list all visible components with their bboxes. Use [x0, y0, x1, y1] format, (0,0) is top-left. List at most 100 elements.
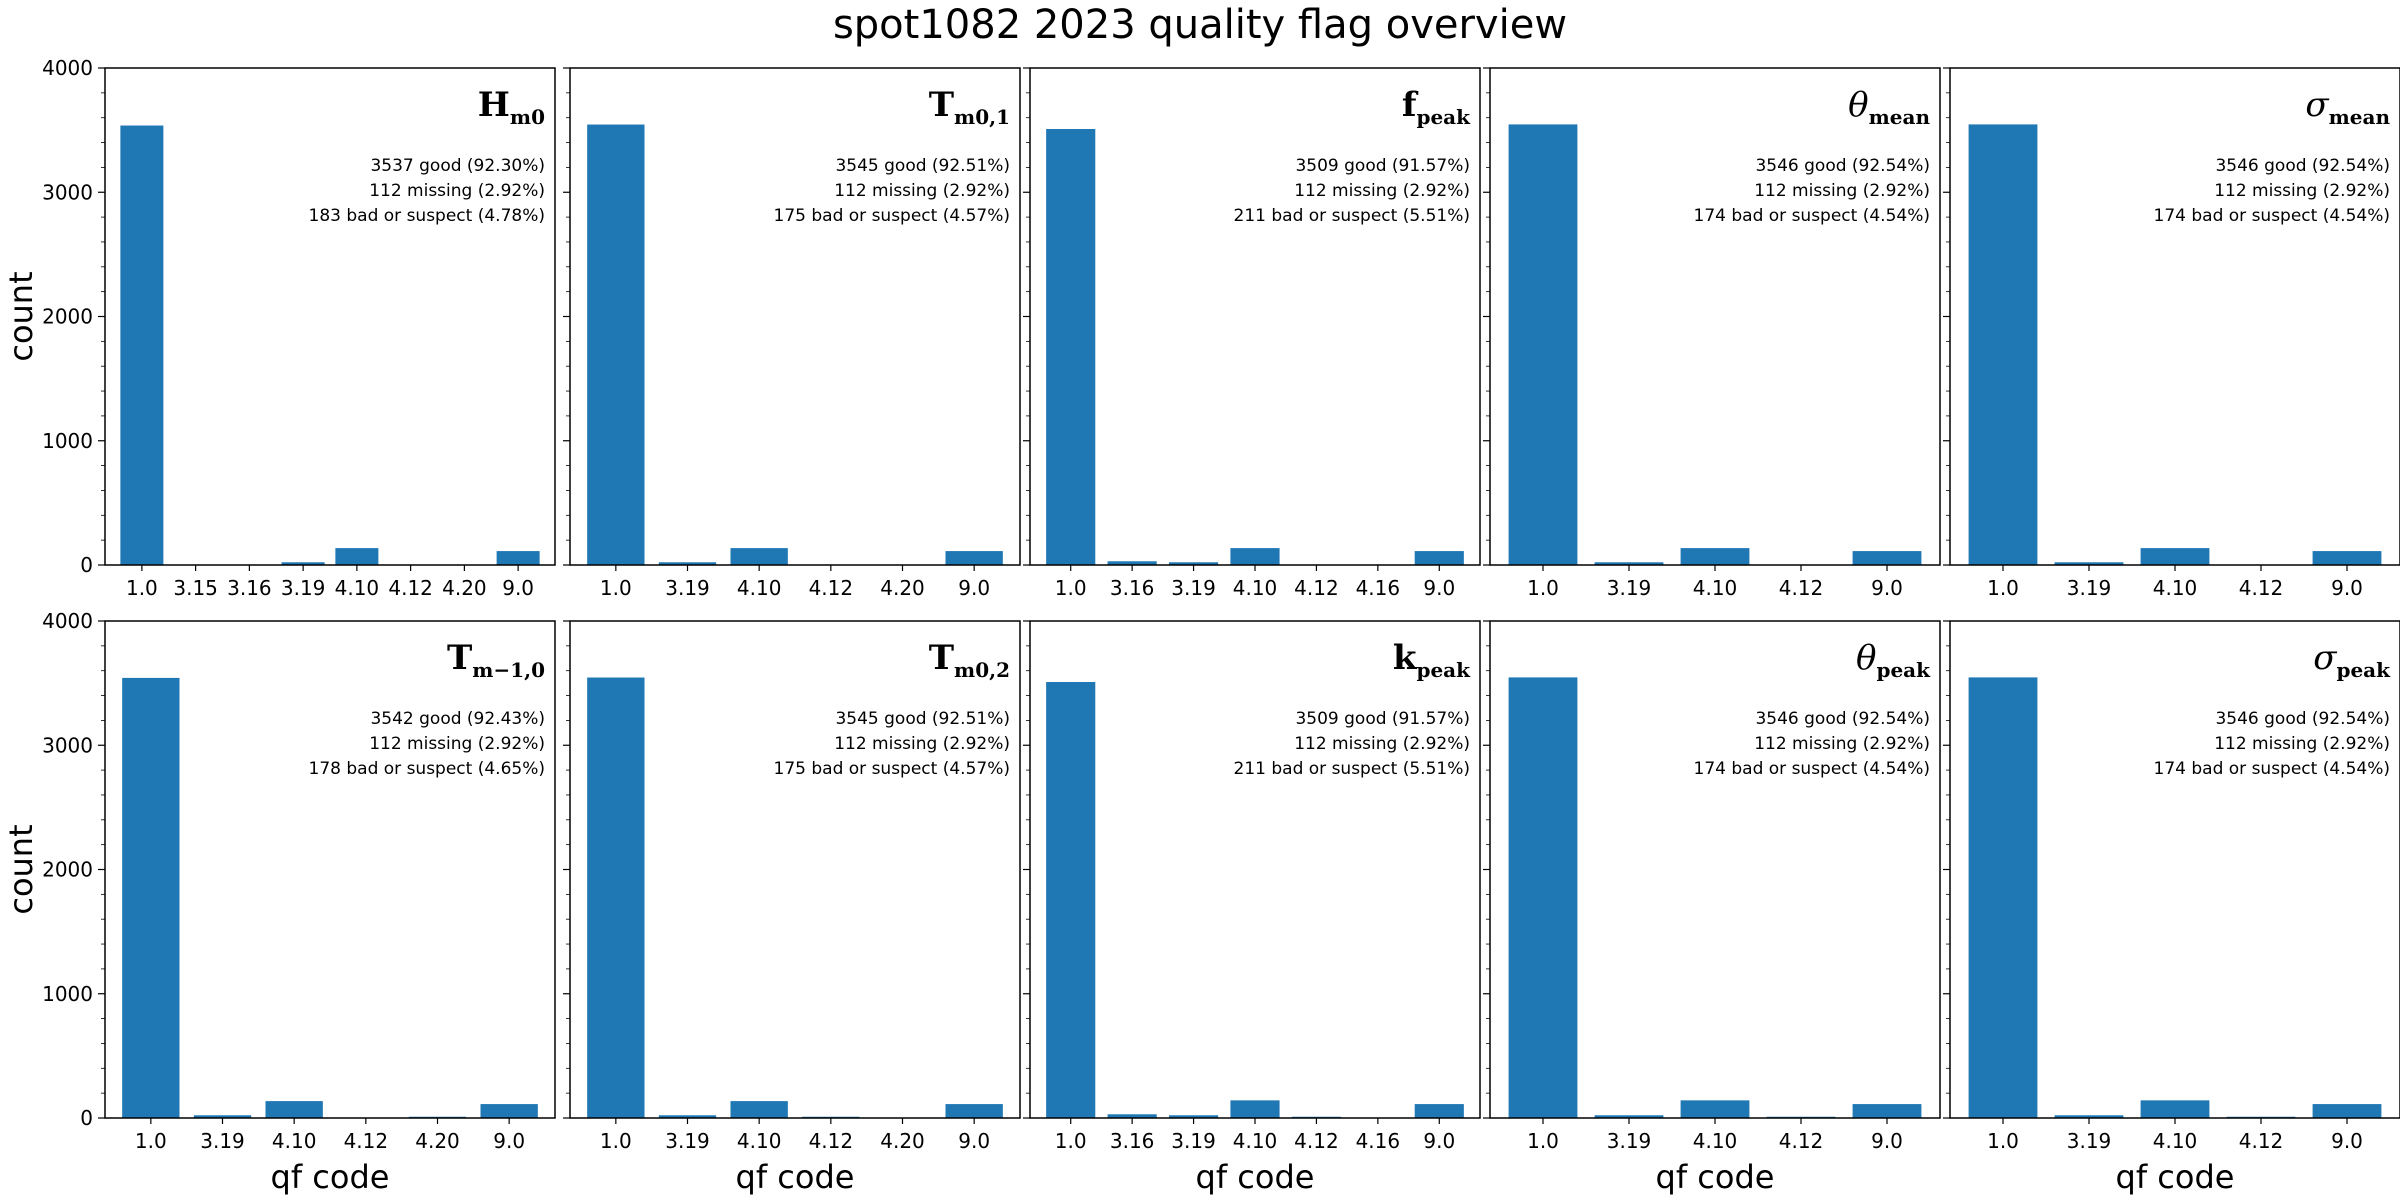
stat-line: 112 missing (2.92%)	[2214, 181, 2390, 201]
x-tick-label: 9.0	[2331, 576, 2363, 600]
panel-title: Tm0,1	[929, 85, 1010, 129]
panel-title: Tm0,2	[929, 638, 1010, 682]
y-axis-label: count	[2, 271, 40, 361]
panel-7: 1.0 3.19 4.10 4.12 4.20 9.0 Tm0,2 3545 good (92…	[563, 620, 1021, 1196]
x-tick-label: 4.10	[737, 1129, 782, 1153]
x-tick-label: 4.10	[272, 1129, 317, 1153]
y-tick-label: 4000	[42, 56, 93, 80]
x-tick-label: 4.12	[1779, 576, 1824, 600]
bar	[730, 1101, 788, 1118]
panel-frame	[1029, 620, 1481, 1119]
x-tick-label: 1.0	[600, 576, 632, 600]
x-tick-label: 3.16	[1110, 576, 1155, 600]
stat-line: 112 missing (2.92%)	[1754, 734, 1930, 754]
panel-title-subscript: peak	[1416, 105, 1471, 129]
stat-line: 174 bad or suspect (4.54%)	[2154, 759, 2390, 779]
stat-line: 211 bad or suspect (5.51%)	[1234, 759, 1470, 779]
bar	[1680, 548, 1750, 565]
panel-title: σpeak	[2313, 638, 2391, 682]
panel-frame	[104, 67, 556, 566]
bar	[2140, 1100, 2210, 1118]
panel-8: 1.0 3.16 3.19 4.10 4.12 4.16 9.0 kpeak 3509 good…	[1023, 620, 1481, 1196]
bar	[1169, 562, 1219, 565]
x-tick-label: 4.12	[809, 576, 854, 600]
x-tick-label: 4.10	[2153, 1129, 2198, 1153]
bar	[1414, 1104, 1464, 1118]
bar	[1046, 129, 1096, 565]
panel-frame	[1949, 67, 2400, 566]
x-tick-label: 3.19	[2067, 576, 2112, 600]
stat-line: 3509 good (91.57%)	[1295, 156, 1470, 176]
x-tick-label: 3.19	[200, 1129, 245, 1153]
x-tick-label: 3.15	[173, 576, 218, 600]
stat-line: 3537 good (92.30%)	[370, 156, 545, 176]
x-tick-label: 4.12	[1294, 576, 1339, 600]
x-tick-label: 9.0	[493, 1129, 525, 1153]
x-tick-label: 4.20	[880, 1129, 925, 1153]
x-tick-label: 1.0	[1055, 1129, 1087, 1153]
bar	[1852, 551, 1922, 565]
stat-line: 3509 good (91.57%)	[1295, 709, 1470, 729]
panel-title: kpeak	[1393, 638, 1471, 682]
bar	[2054, 1115, 2124, 1118]
bar	[1230, 1100, 1280, 1118]
x-tick-label: 9.0	[502, 576, 534, 600]
bar	[335, 548, 379, 565]
stat-line: 3546 good (92.54%)	[1755, 709, 1930, 729]
x-axis-label: qf code	[736, 1158, 855, 1196]
panel-title-symbol: T	[929, 85, 954, 125]
panel-frame	[104, 620, 556, 1119]
panel-title-symbol: f	[1402, 85, 1419, 125]
x-tick-label: 1.0	[1527, 1129, 1559, 1153]
x-tick-label: 9.0	[1871, 576, 1903, 600]
x-tick-label: 1.0	[135, 1129, 167, 1153]
bar	[1594, 1115, 1664, 1118]
x-tick-label: 4.16	[1356, 1129, 1401, 1153]
y-tick-label: 4000	[42, 609, 93, 633]
stat-line: 174 bad or suspect (4.54%)	[2154, 206, 2390, 226]
stat-line: 112 missing (2.92%)	[2214, 734, 2390, 754]
panel-title-subscript: m0,2	[954, 658, 1010, 682]
stat-line: 178 bad or suspect (4.65%)	[309, 759, 545, 779]
bar	[1852, 1104, 1922, 1118]
bar	[658, 1115, 717, 1118]
x-tick-label: 4.10	[2153, 576, 2198, 600]
panel-title-subscript: m0,1	[954, 105, 1010, 129]
y-tick-label: 0	[80, 1106, 93, 1130]
stat-line: 112 missing (2.92%)	[369, 734, 545, 754]
y-tick-label: 3000	[42, 180, 93, 204]
stat-line: 3542 good (92.43%)	[370, 709, 545, 729]
panel-title: Hm0	[478, 85, 545, 129]
panel-title: σmean	[2305, 85, 2390, 129]
bar	[2054, 562, 2124, 565]
bar	[193, 1115, 252, 1118]
panel-title-symbol: H	[478, 85, 510, 125]
panel-title-symbol: k	[1393, 638, 1418, 678]
stat-line: 112 missing (2.92%)	[1754, 181, 1930, 201]
bar	[120, 125, 164, 566]
x-tick-label: 1.0	[1987, 1129, 2019, 1153]
panel-title-subscript: peak	[1876, 658, 1931, 682]
x-tick-label: 3.19	[1607, 1129, 1652, 1153]
panel-title-symbol: σ	[2305, 85, 2329, 125]
panel-title: θpeak	[1856, 638, 1931, 682]
panel-title: θmean	[1848, 85, 1930, 129]
panel-title-symbol: T	[447, 638, 472, 678]
figure-title: spot1082 2023 quality flag overview	[832, 2, 1568, 48]
x-tick-label: 3.19	[2067, 1129, 2112, 1153]
x-tick-label: 4.16	[1356, 576, 1401, 600]
x-tick-label: 4.20	[442, 576, 487, 600]
panel-frame	[569, 620, 1021, 1119]
x-tick-label: 3.19	[1171, 1129, 1216, 1153]
x-tick-label: 4.10	[737, 576, 782, 600]
bar	[122, 677, 180, 1118]
bar	[2312, 551, 2382, 565]
panel-title-symbol: T	[929, 638, 954, 678]
x-tick-label: 3.19	[1171, 576, 1216, 600]
panel-title-subscript: m0	[510, 105, 545, 129]
panel-title-symbol: θ	[1848, 85, 1868, 125]
stat-line: 3546 good (92.54%)	[2215, 156, 2390, 176]
panel-frame	[569, 67, 1021, 566]
